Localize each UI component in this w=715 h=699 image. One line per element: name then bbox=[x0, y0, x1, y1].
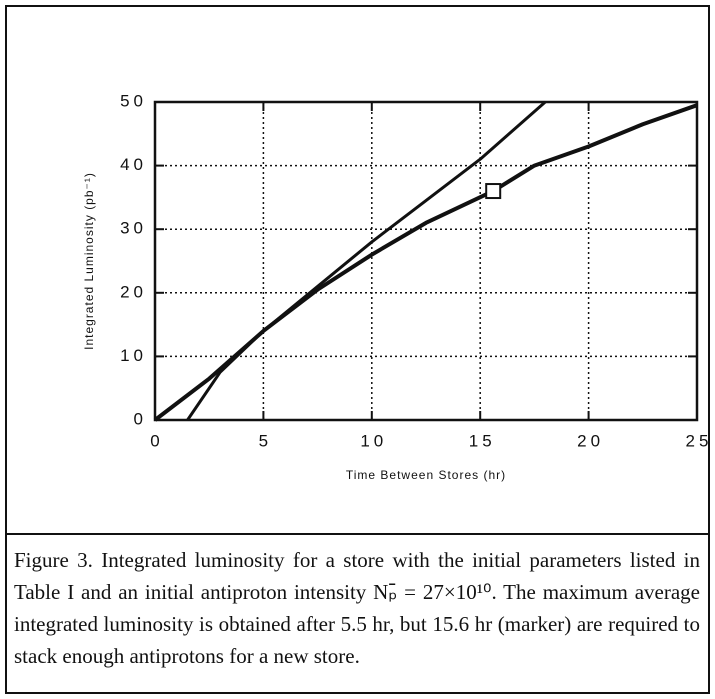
x-tick-label: 0 bbox=[150, 431, 163, 450]
y-axis-label: Integrated Luminosity (pb⁻¹) bbox=[82, 172, 96, 350]
y-tick-label: 0 bbox=[134, 409, 147, 428]
y-tick-label: 10 bbox=[120, 346, 147, 365]
x-tick-label: 5 bbox=[259, 431, 272, 450]
x-tick-label: 25 bbox=[686, 431, 713, 450]
frame bbox=[5, 5, 710, 694]
caption: Figure 3. Integrated luminosity for a st… bbox=[14, 548, 700, 668]
x-tick-label: 10 bbox=[360, 431, 387, 450]
marker bbox=[485, 183, 502, 200]
y-tick-label: 20 bbox=[120, 282, 147, 301]
y-tick-label: 40 bbox=[120, 155, 147, 174]
y-tick-label: 50 bbox=[120, 91, 147, 110]
x-axis-label: Time Between Stores (hr) bbox=[346, 468, 506, 482]
series-line bbox=[186, 100, 547, 421]
y-tick-label: 30 bbox=[120, 219, 147, 238]
series-line bbox=[153, 103, 698, 422]
x-tick-label: 15 bbox=[469, 431, 496, 450]
plot-frame bbox=[153, 100, 699, 422]
x-tick-label: 20 bbox=[577, 431, 604, 450]
